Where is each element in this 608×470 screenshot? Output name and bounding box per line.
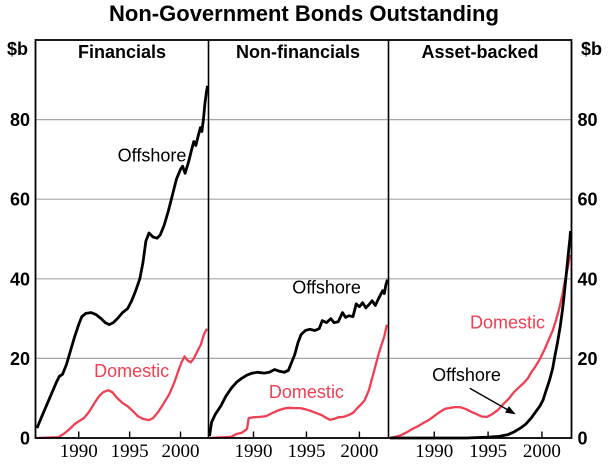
x-tick-label: 2000 [523,441,561,462]
annotation-arrow-line [469,387,515,414]
series-label-offshore: Offshore [118,145,187,165]
chart-title: Non-Government Bonds Outstanding [109,1,499,26]
series-label-offshore: Offshore [432,365,501,385]
domestic-line-asset-backed [389,254,572,440]
x-tick-label: 1995 [469,441,507,462]
y-tick-label-right: 20 [578,349,598,369]
y-tick-label-right: 60 [578,190,598,210]
y-tick-label-right: 80 [578,110,598,130]
y-tick-label-left: 80 [10,110,30,130]
x-tick-label: 1990 [234,441,272,462]
series-label-domestic: Domestic [94,361,169,381]
y-tick-label-left: 60 [10,190,30,210]
series-label-domestic: Domestic [470,313,545,333]
domestic-line-non-financials [210,324,389,440]
y-tick-label-right: 40 [578,269,598,289]
x-tick-label: 2000 [162,441,200,462]
offshore-line-asset-backed [390,230,572,440]
x-tick-label: 2000 [340,441,378,462]
panel-title-asset-backed: Asset-backed [421,42,539,62]
panel-title-non-financials: Non-financials [235,42,361,62]
offshore-line-non-financials [208,279,389,437]
panel-title-financials: Financials [77,42,167,62]
y-tick-label-right: 0 [578,429,588,449]
y-axis-unit-right: $b [580,39,602,59]
y-axis-unit-left: $b [7,39,29,59]
x-tick-label: 1995 [287,441,325,462]
domestic-line-financials [36,328,209,440]
y-tick-label-left: 40 [10,269,30,289]
x-tick-label: 1990 [415,441,453,462]
offshore-line-financials [35,85,209,429]
series-label-domestic: Domestic [269,382,344,402]
annotation-arrow-head [505,406,516,415]
plot-border [34,39,573,439]
x-tick-label: 1995 [111,441,149,462]
y-tick-label-left: 20 [10,349,30,369]
series-label-offshore: Offshore [292,278,361,298]
y-tick-label-left: 0 [20,429,30,449]
x-tick-label: 1990 [60,441,98,462]
